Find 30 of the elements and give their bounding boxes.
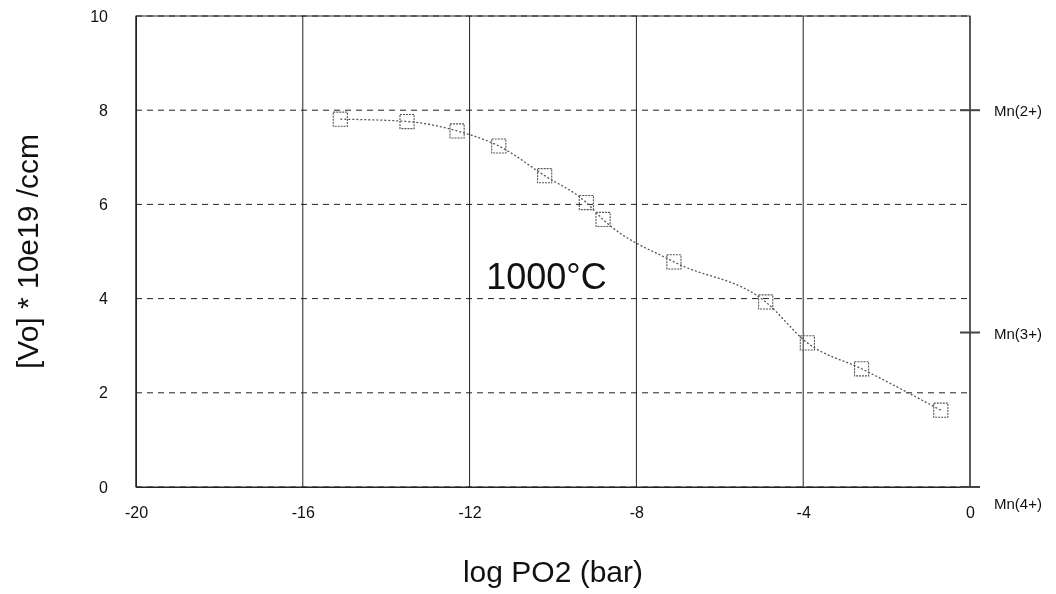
y-tick-label: 8 (99, 101, 109, 119)
point (758, 294, 774, 310)
point (399, 113, 415, 130)
x-tick-label: -8 (629, 504, 645, 522)
ref-line-label: Mn(4+) (994, 495, 1042, 512)
point (537, 168, 553, 184)
y-tick-label: 0 (99, 478, 109, 496)
x-tick-label: -20 (124, 504, 149, 522)
y-tick-label: 2 (99, 384, 109, 402)
ref-line-label: Mn(2+) (994, 102, 1042, 120)
point (666, 254, 682, 270)
ref-line-label: Mn(3+) (994, 324, 1042, 342)
x-tick-label: -12 (458, 504, 482, 522)
y-tick-label: 6 (99, 196, 109, 214)
x-tick-label: -4 (796, 504, 811, 522)
y-tick-label: 4 (99, 290, 109, 308)
point (853, 361, 870, 377)
y-tick-label: 10 (90, 7, 109, 25)
annotation: 1000°C (486, 256, 607, 298)
point (449, 123, 465, 139)
point (578, 194, 594, 211)
point (491, 138, 507, 154)
y-axis-title: [Vo] * 10e19 /ccm (11, 133, 44, 370)
x-tick-label: -16 (291, 504, 315, 522)
point (332, 111, 348, 127)
x-axis-title: log PO2 (bar) (462, 555, 644, 588)
x-tick-label: 0 (966, 504, 976, 522)
point (799, 335, 815, 351)
point (933, 402, 949, 418)
point (595, 211, 611, 228)
